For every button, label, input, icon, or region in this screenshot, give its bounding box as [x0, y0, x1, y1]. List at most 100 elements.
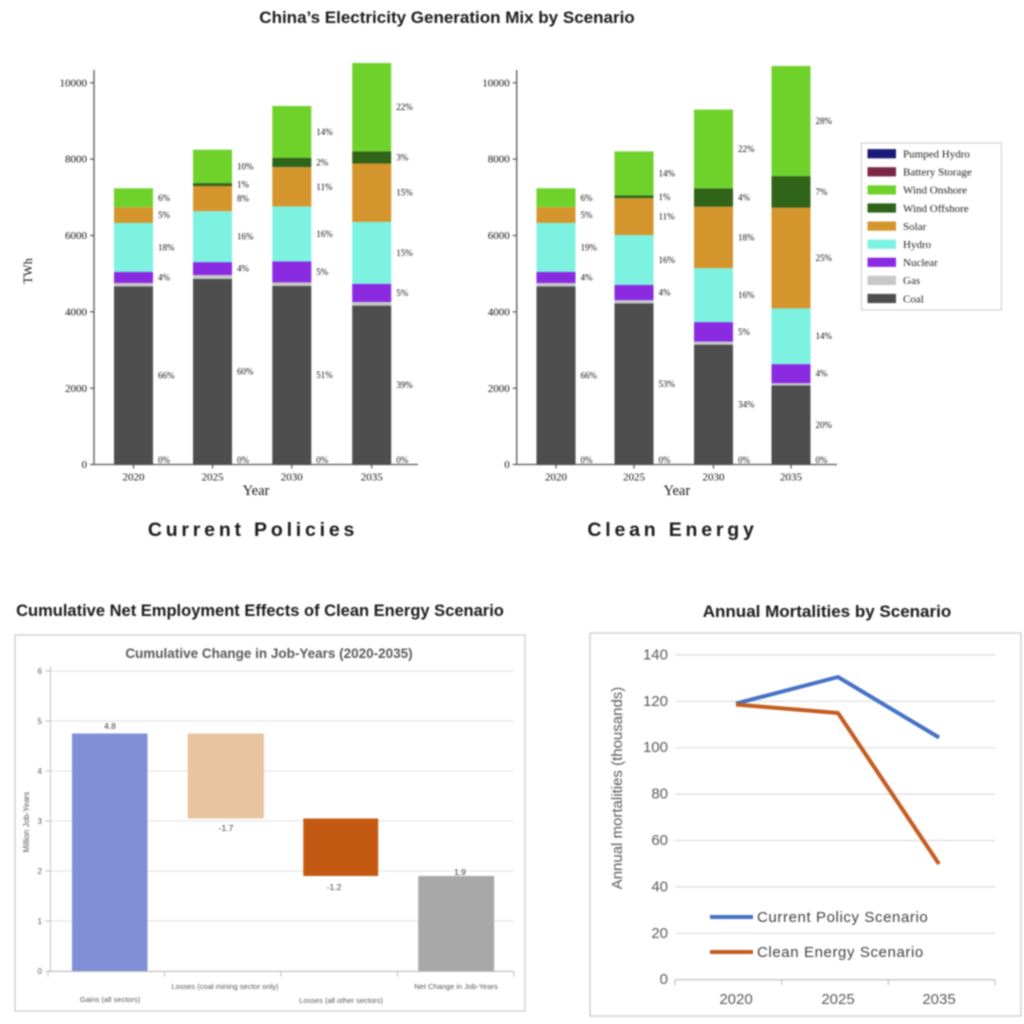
svg-text:4%: 4%	[659, 288, 672, 298]
svg-text:66%: 66%	[581, 370, 598, 380]
svg-text:51%: 51%	[316, 370, 333, 380]
svg-text:22%: 22%	[396, 102, 413, 112]
svg-text:2020: 2020	[123, 472, 146, 484]
svg-text:0%: 0%	[237, 455, 250, 465]
svg-text:11%: 11%	[659, 212, 676, 222]
svg-text:66%: 66%	[158, 370, 175, 380]
svg-text:20%: 20%	[816, 420, 833, 430]
svg-text:Annual Mortalities by Scenario: Annual Mortalities by Scenario	[703, 602, 951, 621]
svg-text:15%: 15%	[396, 248, 413, 258]
svg-text:1: 1	[38, 917, 43, 926]
svg-text:0%: 0%	[581, 455, 594, 465]
svg-text:0: 0	[38, 967, 43, 976]
svg-text:6000: 6000	[65, 230, 88, 242]
svg-text:2030: 2030	[703, 472, 726, 484]
svg-text:China’s Electricity Generation: China’s Electricity Generation Mix by Sc…	[259, 8, 634, 27]
svg-text:Clean Energy: Clean Energy	[587, 519, 757, 541]
svg-text:14%: 14%	[316, 127, 333, 137]
svg-text:Net Change in Job-Years: Net Change in Job-Years	[414, 982, 498, 991]
svg-text:4%: 4%	[816, 369, 829, 379]
svg-text:4: 4	[38, 767, 43, 776]
svg-text:16%: 16%	[738, 290, 755, 300]
svg-text:6: 6	[38, 667, 43, 676]
svg-text:16%: 16%	[659, 255, 676, 265]
svg-text:18%: 18%	[738, 232, 755, 242]
svg-text:25%: 25%	[816, 253, 833, 263]
svg-text:Hydro: Hydro	[903, 239, 932, 251]
svg-text:Clean Energy Scenario: Clean Energy Scenario	[757, 944, 924, 961]
svg-text:5%: 5%	[738, 327, 751, 337]
svg-text:TWh: TWh	[21, 257, 35, 283]
svg-text:0%: 0%	[396, 455, 409, 465]
svg-text:4%: 4%	[738, 193, 751, 203]
svg-text:3%: 3%	[396, 152, 409, 162]
svg-text:1.9: 1.9	[454, 867, 466, 877]
svg-text:Current Policy Scenario: Current Policy Scenario	[757, 909, 928, 926]
svg-text:4%: 4%	[581, 273, 594, 283]
svg-text:0: 0	[660, 971, 668, 988]
svg-text:Gas: Gas	[903, 275, 920, 287]
svg-text:Year: Year	[663, 483, 690, 499]
svg-text:Wind Onshore: Wind Onshore	[903, 185, 967, 197]
svg-text:18%: 18%	[158, 242, 175, 252]
svg-text:2000: 2000	[488, 383, 511, 395]
svg-text:7%: 7%	[816, 187, 829, 197]
svg-text:Gains (all sectors): Gains (all sectors)	[80, 995, 141, 1004]
svg-text:10%: 10%	[237, 161, 254, 171]
svg-text:34%: 34%	[738, 400, 755, 410]
svg-text:5%: 5%	[316, 267, 329, 277]
svg-text:60: 60	[651, 832, 668, 849]
svg-text:0%: 0%	[158, 455, 171, 465]
svg-text:4%: 4%	[158, 273, 171, 283]
svg-text:Current Policies: Current Policies	[148, 519, 358, 541]
svg-text:2020: 2020	[545, 472, 568, 484]
svg-text:2%: 2%	[316, 158, 329, 168]
svg-text:140: 140	[643, 646, 668, 663]
svg-text:0%: 0%	[738, 455, 751, 465]
svg-text:120: 120	[643, 693, 668, 710]
svg-text:4000: 4000	[65, 306, 88, 318]
svg-text:8000: 8000	[65, 154, 88, 166]
svg-text:5%: 5%	[158, 210, 171, 220]
svg-text:1%: 1%	[237, 180, 250, 190]
svg-text:5: 5	[38, 717, 43, 726]
svg-text:2: 2	[38, 867, 43, 876]
svg-text:10000: 10000	[482, 77, 510, 89]
svg-text:6%: 6%	[158, 193, 171, 203]
svg-text:Coal: Coal	[903, 293, 924, 305]
svg-text:2030: 2030	[281, 472, 304, 484]
svg-text:80: 80	[651, 786, 668, 803]
svg-text:Cumulative Net Employment Effe: Cumulative Net Employment Effects of Cle…	[16, 602, 504, 620]
svg-text:4000: 4000	[488, 306, 511, 318]
svg-text:0: 0	[504, 459, 510, 471]
svg-text:6000: 6000	[488, 230, 511, 242]
svg-text:-1.7: -1.7	[219, 823, 234, 833]
svg-text:6%: 6%	[581, 193, 594, 203]
svg-text:100: 100	[643, 739, 668, 756]
svg-text:20: 20	[651, 925, 668, 942]
svg-text:Cumulative Change in Job-Years: Cumulative Change in Job-Years (2020-203…	[125, 646, 412, 661]
svg-text:4.8: 4.8	[104, 721, 116, 731]
svg-text:Losses (all other sectors): Losses (all other sectors)	[299, 996, 383, 1005]
svg-text:Nuclear: Nuclear	[903, 257, 938, 269]
svg-text:14%: 14%	[659, 168, 676, 178]
svg-text:16%: 16%	[237, 232, 254, 242]
svg-text:15%: 15%	[396, 188, 413, 198]
svg-text:2025: 2025	[623, 472, 646, 484]
svg-text:2000: 2000	[65, 383, 88, 395]
svg-text:60%: 60%	[237, 367, 254, 377]
svg-text:8000: 8000	[488, 154, 511, 166]
svg-text:Battery Storage: Battery Storage	[903, 167, 972, 179]
svg-text:16%: 16%	[316, 229, 333, 239]
svg-text:28%: 28%	[816, 116, 833, 126]
svg-text:Annual mortalities (thousands: Annual mortalities (thousands)	[609, 687, 626, 890]
svg-text:Wind Offshore: Wind Offshore	[903, 203, 969, 215]
svg-text:2035: 2035	[780, 472, 803, 484]
svg-text:19%: 19%	[581, 242, 598, 252]
svg-text:0%: 0%	[816, 455, 829, 465]
svg-text:8%: 8%	[237, 194, 250, 204]
svg-text:2025: 2025	[202, 472, 225, 484]
svg-text:Pumped Hydro: Pumped Hydro	[903, 149, 970, 161]
svg-text:3: 3	[38, 817, 43, 826]
svg-text:53%: 53%	[659, 379, 676, 389]
